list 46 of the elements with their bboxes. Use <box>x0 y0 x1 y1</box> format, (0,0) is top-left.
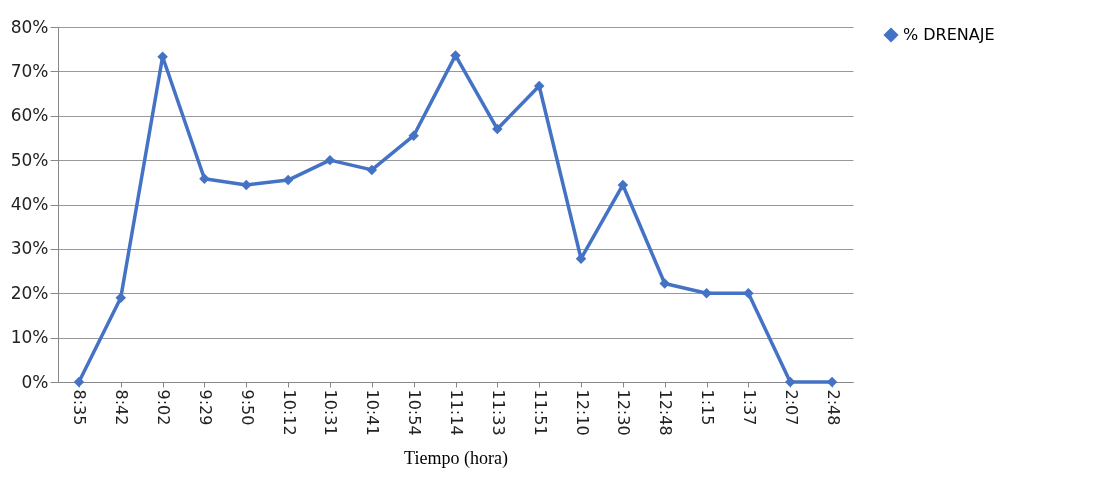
x-tick-label: 12:48 <box>656 389 676 436</box>
y-tick-label: 30% <box>10 238 49 259</box>
y-tick-label: 40% <box>10 194 49 214</box>
point <box>617 179 629 191</box>
x-tick-label: 1:37 <box>739 389 759 426</box>
x-tick-label: 10:12 <box>279 389 299 436</box>
point <box>324 154 336 166</box>
x-tick-label: 10:41 <box>363 389 383 436</box>
point <box>73 376 85 388</box>
point <box>408 130 419 141</box>
x-tick-label: 12:30 <box>614 389 634 436</box>
x-tick-label: 10:31 <box>321 389 341 436</box>
y-tick-label: 10% <box>10 327 49 348</box>
point <box>659 278 670 289</box>
x-axis-title: Tiempo (hora) <box>404 447 508 469</box>
point <box>199 173 210 185</box>
point <box>743 288 754 299</box>
x-tick-label: 2:48 <box>823 389 843 426</box>
point <box>450 50 461 61</box>
point <box>241 179 252 191</box>
legend-label: % DRENAJE <box>903 25 995 44</box>
point <box>115 292 127 303</box>
x-tick-label: 2:07 <box>781 389 801 426</box>
x-tick-label: 9:02 <box>154 389 174 426</box>
x-tick-label: 11:14 <box>447 389 466 436</box>
y-tick-label: 20% <box>10 282 49 303</box>
y-tick-label: 60% <box>10 105 49 126</box>
point <box>701 288 712 299</box>
x-tick-label: 8:35 <box>70 389 90 426</box>
point <box>492 123 503 135</box>
point <box>366 164 378 176</box>
x-tick-label: 10:54 <box>405 389 425 436</box>
x-tick-label: 12:10 <box>572 389 592 436</box>
y-tick-label: 50% <box>10 149 49 170</box>
y-tick-label: 0% <box>21 371 49 392</box>
point <box>784 376 796 388</box>
x-tick-label: 9:29 <box>195 389 215 426</box>
x-tick-label: 8:42 <box>112 389 132 426</box>
x-tick-label: 1:15 <box>698 389 718 426</box>
y-tick-label: 80% <box>10 16 49 37</box>
point <box>533 80 545 92</box>
x-tick-label: 11:51 <box>530 389 550 436</box>
x-tick-label: 9:50 <box>237 389 257 426</box>
y-tick-label: 70% <box>10 60 49 81</box>
x-tick-label: 11:33 <box>488 389 508 436</box>
point <box>575 253 587 264</box>
